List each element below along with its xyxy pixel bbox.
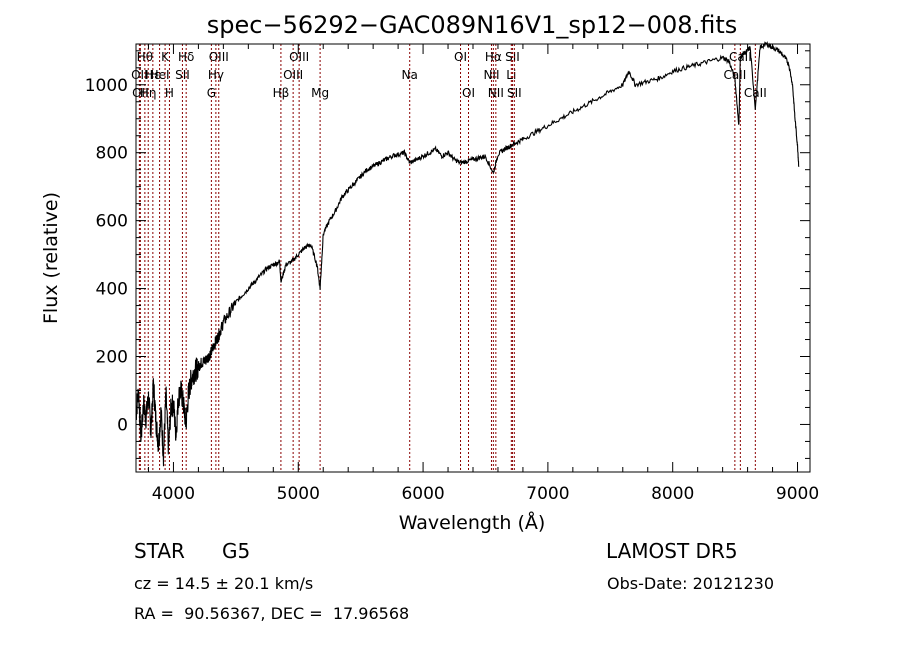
chart-title: spec−56292−GAC089N16V1_sp12−008.fits (207, 11, 737, 39)
marker-label: Hη (140, 86, 157, 100)
coordinates: RA = 90.56367, DEC = 17.96568 (134, 604, 410, 623)
marker-label: NII (483, 68, 499, 82)
x-axis-ticks: 4000 5000 6000 7000 8000 9000 (147, 44, 819, 504)
marker-label: K (161, 50, 170, 64)
x-tick-label: 6000 (401, 484, 444, 504)
object-subclass: G5 (222, 539, 251, 563)
marker-label: OIII (289, 50, 309, 64)
y-tick-label: 200 (96, 348, 128, 368)
marker-label: OII (131, 68, 148, 82)
marker-label: H (165, 86, 174, 100)
marker-label: G (207, 86, 216, 100)
marker-label: Li (506, 68, 516, 82)
redshift-value: cz = 14.5 ± 20.1 km/s (134, 574, 314, 593)
y-tick-label: 400 (96, 280, 128, 300)
marker-label: OI (454, 50, 467, 64)
y-tick-label: 800 (96, 144, 128, 164)
marker-label: Hδ (178, 50, 194, 64)
survey-name: LAMOST DR5 (606, 539, 738, 563)
marker-label: OIII (209, 50, 229, 64)
marker-label: Na (402, 68, 418, 82)
marker-label: HeI (150, 68, 170, 82)
marker-label: Hα (485, 50, 502, 64)
marker-label: NII (488, 86, 504, 100)
observation-date: Obs-Date: 20121230 (607, 574, 775, 593)
y-axis-label: Flux (relative) (40, 192, 62, 324)
emission-line-markers: OIIOIIHθHηHεHeIKHSIIHδGHγOIIIHβOIIIOIIIM… (131, 44, 767, 472)
marker-label: Hε (145, 68, 161, 82)
x-tick-label: 7000 (526, 484, 569, 504)
marker-label: SII (505, 50, 520, 64)
y-tick-label: 0 (117, 415, 128, 435)
marker-label: OIII (283, 68, 303, 82)
marker-label: OI (462, 86, 475, 100)
y-axis-ticks: 0 200 400 600 800 1000 (85, 50, 810, 459)
plot-frame (135, 43, 811, 473)
object-class: STAR (134, 539, 185, 563)
spectrum-line (135, 41, 800, 467)
marker-label: CaII (744, 86, 767, 100)
marker-label: SII (175, 68, 190, 82)
x-tick-label: 5000 (277, 484, 320, 504)
y-tick-label: 1000 (85, 76, 128, 96)
marker-label: Hγ (208, 68, 224, 82)
marker-label: Hθ (137, 50, 153, 64)
x-tick-label: 9000 (776, 484, 819, 504)
x-tick-label: 4000 (152, 484, 195, 504)
marker-label: Hβ (273, 86, 290, 100)
x-tick-label: 8000 (651, 484, 694, 504)
x-axis-label: Wavelength (Å) (399, 511, 546, 534)
marker-label: Mg (311, 86, 329, 100)
y-tick-label: 600 (96, 212, 128, 232)
marker-label: SII (507, 86, 522, 100)
